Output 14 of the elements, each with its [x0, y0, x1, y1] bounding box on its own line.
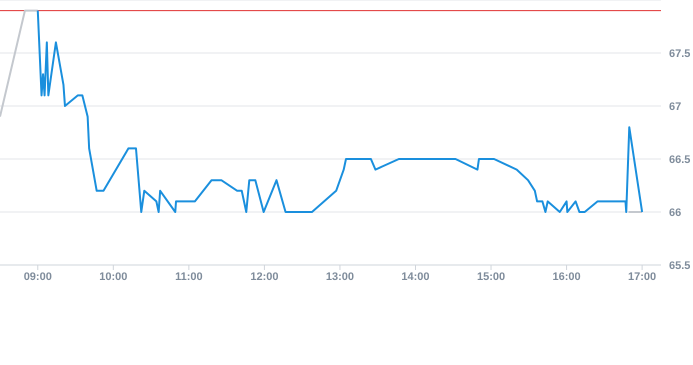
- x-tick-label: 15:00: [476, 270, 506, 283]
- x-tick-label: 14:00: [401, 270, 430, 283]
- y-tick-label: 66.5: [669, 154, 690, 166]
- y-tick-label: 67.5: [669, 48, 690, 60]
- y-tick-label: 65.5: [669, 260, 690, 272]
- x-tick-label: 13:00: [326, 270, 354, 283]
- x-tick-label: 12:00: [250, 270, 278, 283]
- x-tick-label: 10:00: [99, 270, 128, 283]
- x-tick-label: 09:00: [24, 270, 52, 283]
- y-tick-label: 66: [669, 206, 682, 219]
- x-tick-label: 17:00: [628, 270, 656, 283]
- y-tick-label: 67: [669, 100, 682, 113]
- x-tick-label: 16:00: [552, 270, 581, 283]
- x-tick-label: 11:00: [175, 270, 203, 283]
